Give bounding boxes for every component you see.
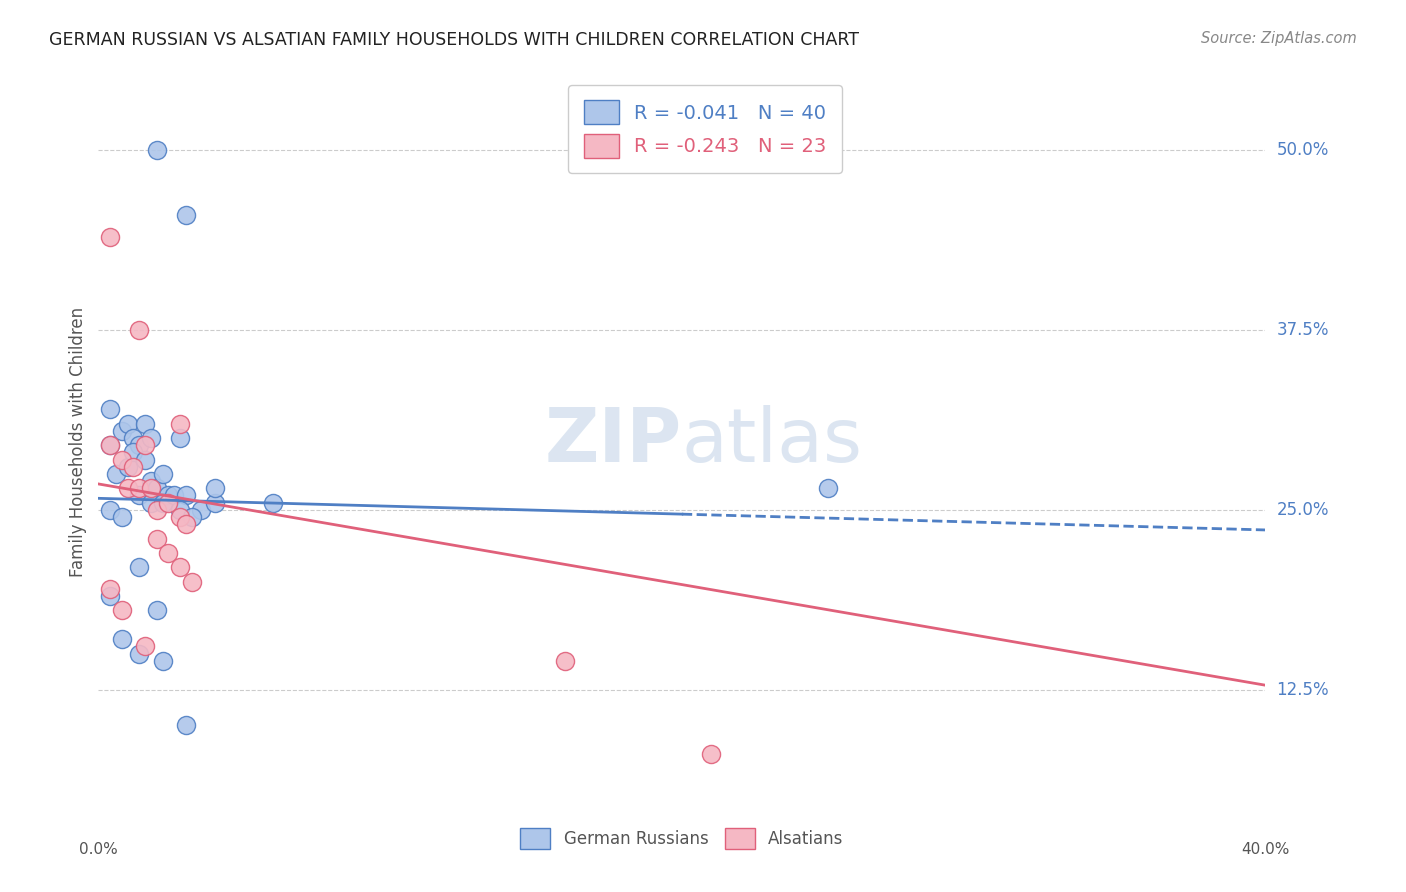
Point <box>134 640 156 654</box>
Text: Source: ZipAtlas.com: Source: ZipAtlas.com <box>1201 31 1357 46</box>
Point <box>180 510 202 524</box>
Point <box>554 654 576 668</box>
Point <box>174 208 197 222</box>
Point <box>128 323 150 337</box>
Point <box>169 431 191 445</box>
Point <box>134 452 156 467</box>
Point <box>111 510 134 524</box>
Point <box>817 481 839 495</box>
Point <box>139 431 162 445</box>
Point <box>169 510 191 524</box>
Point <box>139 474 162 488</box>
Point <box>146 503 169 517</box>
Point <box>139 481 162 495</box>
Point <box>169 503 191 517</box>
Point <box>169 417 191 431</box>
Point <box>111 424 134 438</box>
Point <box>117 459 139 474</box>
Point <box>111 603 134 617</box>
Point <box>98 438 121 452</box>
Text: 40.0%: 40.0% <box>1241 842 1289 857</box>
Point <box>152 654 174 668</box>
Point <box>157 546 180 560</box>
Point <box>122 445 145 459</box>
Point <box>146 603 169 617</box>
Point <box>128 481 150 495</box>
Point <box>174 488 197 502</box>
Point <box>700 747 723 762</box>
Text: ZIP: ZIP <box>544 405 682 478</box>
Point <box>146 532 169 546</box>
Point <box>204 495 226 509</box>
Point <box>139 495 162 509</box>
Point <box>128 647 150 661</box>
Text: 25.0%: 25.0% <box>1277 500 1329 519</box>
Point <box>98 229 121 244</box>
Point <box>163 488 186 502</box>
Point <box>117 481 139 495</box>
Point <box>174 517 197 532</box>
Point <box>157 488 180 502</box>
Point <box>134 417 156 431</box>
Point <box>98 582 121 596</box>
Text: 0.0%: 0.0% <box>79 842 118 857</box>
Point <box>262 495 284 509</box>
Point <box>174 718 197 732</box>
Point <box>128 560 150 574</box>
Point <box>98 438 121 452</box>
Point <box>122 431 145 445</box>
Point <box>152 495 174 509</box>
Point <box>204 481 226 495</box>
Text: GERMAN RUSSIAN VS ALSATIAN FAMILY HOUSEHOLDS WITH CHILDREN CORRELATION CHART: GERMAN RUSSIAN VS ALSATIAN FAMILY HOUSEH… <box>49 31 859 49</box>
Text: atlas: atlas <box>682 405 863 478</box>
Point <box>98 589 121 603</box>
Point <box>180 574 202 589</box>
Point <box>117 417 139 431</box>
Text: 37.5%: 37.5% <box>1277 321 1329 339</box>
Point <box>111 632 134 647</box>
Point <box>104 467 127 481</box>
Point <box>146 144 169 158</box>
Point <box>122 459 145 474</box>
Y-axis label: Family Households with Children: Family Households with Children <box>69 307 87 576</box>
Point <box>128 488 150 502</box>
Legend: German Russians, Alsatians: German Russians, Alsatians <box>513 822 851 855</box>
Point <box>157 495 180 509</box>
Point <box>128 438 150 452</box>
Point <box>98 503 121 517</box>
Point <box>134 438 156 452</box>
Text: 12.5%: 12.5% <box>1277 681 1329 698</box>
Point <box>152 467 174 481</box>
Point <box>111 452 134 467</box>
Point <box>169 560 191 574</box>
Point <box>146 481 169 495</box>
Text: 50.0%: 50.0% <box>1277 142 1329 160</box>
Point <box>190 503 212 517</box>
Point <box>98 402 121 417</box>
